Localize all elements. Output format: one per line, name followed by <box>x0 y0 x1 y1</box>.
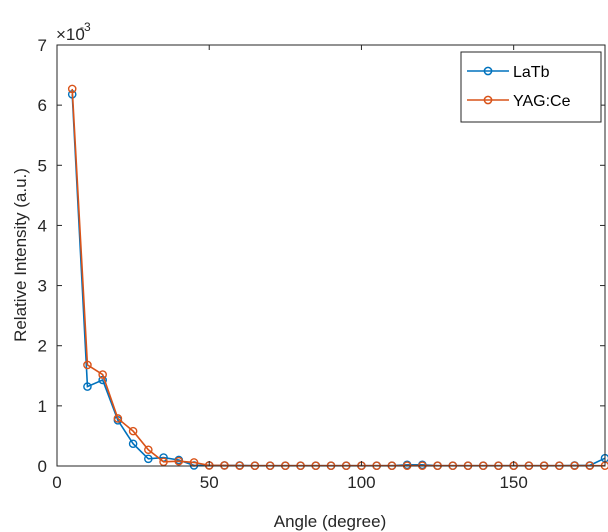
y-exponent-base: ×10 <box>56 25 85 44</box>
legend-label-latb: LaTb <box>513 64 550 81</box>
data-point <box>128 426 138 436</box>
data-point <box>128 439 138 449</box>
y-tick-label: 7 <box>38 36 47 55</box>
data-point <box>83 382 92 391</box>
y-tick-label: 0 <box>38 457 47 476</box>
x-tick-label: 50 <box>200 473 219 492</box>
axes-frame <box>56 44 606 467</box>
data-point <box>144 454 153 464</box>
x-tick-label: 150 <box>499 473 527 492</box>
data-point <box>67 84 77 94</box>
data-point <box>174 456 184 466</box>
data-point <box>98 370 107 379</box>
y-tick-label: 3 <box>38 277 47 296</box>
y-tick-label: 4 <box>38 216 47 235</box>
y-axis-title: Relative Intensity (a.u.) <box>11 168 30 342</box>
x-axis-title: Angle (degree) <box>274 512 386 531</box>
y-exponent-power: -3 <box>80 20 91 34</box>
data-point <box>159 457 168 467</box>
y-tick-label: 1 <box>38 397 47 416</box>
y-tick-label: 2 <box>38 337 47 356</box>
y-tick-label: 6 <box>38 96 47 115</box>
y-tick-label: 5 <box>38 156 47 175</box>
axes-layer: 0 50 100 150 0 1 2 3 4 5 6 7 <box>38 36 606 492</box>
data-point <box>83 360 92 370</box>
legend-box <box>460 51 602 123</box>
legend: LaTb YAG:Ce <box>460 51 602 123</box>
legend-label-yagce: YAG:Ce <box>513 93 571 110</box>
legend-marker-yagce <box>483 95 493 105</box>
x-tick-label: 0 <box>52 473 61 492</box>
legend-entry-latb: LaTb <box>467 64 550 81</box>
data-point <box>113 414 123 423</box>
legend-entry-yagce: YAG:Ce <box>467 93 571 110</box>
x-tick-label: 100 <box>347 473 375 492</box>
legend-marker-latb <box>483 66 493 76</box>
data-point <box>144 445 153 455</box>
data-point <box>220 461 229 470</box>
